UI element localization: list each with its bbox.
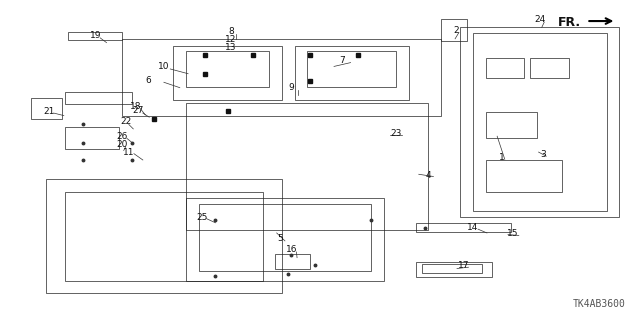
Text: 27: 27	[132, 106, 144, 115]
Text: 23: 23	[391, 129, 402, 138]
Text: 24: 24	[535, 15, 546, 24]
Text: 14: 14	[467, 223, 479, 232]
Text: 15: 15	[507, 229, 518, 238]
Text: 25: 25	[196, 212, 208, 221]
Text: 17: 17	[458, 261, 469, 270]
Text: 10: 10	[158, 62, 170, 71]
Text: 3: 3	[540, 150, 546, 159]
Text: 12: 12	[225, 35, 236, 44]
Text: 5: 5	[277, 234, 283, 243]
Text: 1: 1	[499, 153, 504, 162]
Text: 7: 7	[339, 56, 345, 65]
Text: 19: 19	[90, 31, 102, 40]
Text: 6: 6	[145, 76, 151, 85]
Text: 11: 11	[123, 148, 134, 156]
Text: 26: 26	[116, 132, 128, 141]
Text: 13: 13	[225, 43, 237, 52]
Text: 20: 20	[116, 140, 128, 149]
Text: 21: 21	[44, 107, 55, 116]
Text: FR.: FR.	[558, 16, 581, 29]
Text: 18: 18	[129, 101, 141, 111]
Text: 2: 2	[453, 26, 458, 35]
Text: TK4AB3600: TK4AB3600	[573, 299, 626, 309]
Text: 8: 8	[228, 27, 234, 36]
Text: 4: 4	[426, 171, 431, 180]
Text: 9: 9	[289, 83, 294, 92]
Text: 22: 22	[120, 117, 131, 126]
Text: 16: 16	[285, 245, 297, 254]
